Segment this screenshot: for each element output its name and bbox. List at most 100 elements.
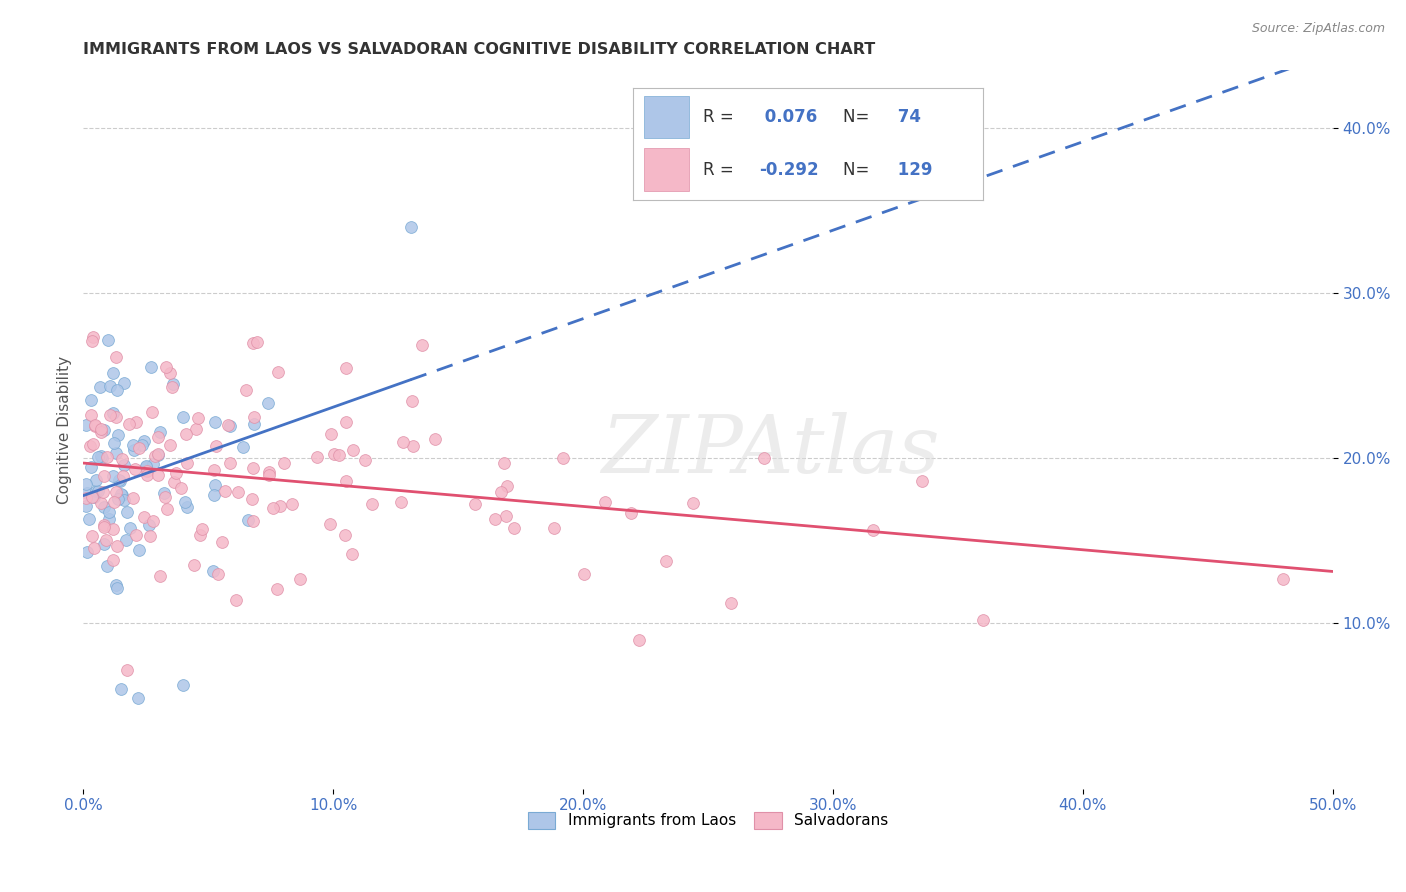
Point <box>246 334 269 349</box>
Point <box>328 448 350 462</box>
Point <box>125 528 148 542</box>
Point <box>135 464 157 478</box>
Point <box>86 483 108 498</box>
Point <box>112 376 135 390</box>
Point <box>399 220 422 235</box>
Point <box>159 366 181 380</box>
Point <box>146 447 169 461</box>
Point <box>138 529 160 543</box>
Point <box>202 488 225 502</box>
Point <box>104 485 127 500</box>
Point <box>207 567 229 582</box>
Point <box>108 473 131 487</box>
Point <box>103 406 125 420</box>
Point <box>183 558 205 573</box>
Point <box>101 366 124 380</box>
Point <box>93 537 115 551</box>
Point <box>75 477 97 491</box>
Point <box>142 457 165 471</box>
Point <box>122 442 145 457</box>
Point <box>80 408 103 422</box>
Point <box>155 360 177 375</box>
Point <box>112 468 135 483</box>
Point <box>318 516 340 531</box>
Point <box>319 426 342 441</box>
Point <box>354 453 377 467</box>
Point <box>484 512 506 526</box>
Point <box>235 383 257 397</box>
Point <box>76 544 98 558</box>
Point <box>267 365 290 379</box>
Point <box>91 484 114 499</box>
Point <box>620 506 643 520</box>
Point <box>165 467 187 481</box>
Point <box>972 613 994 627</box>
Point <box>391 495 413 509</box>
Point <box>105 539 128 553</box>
Point <box>143 449 166 463</box>
Point <box>118 521 141 535</box>
Point <box>543 521 565 535</box>
Point <box>205 439 228 453</box>
Point <box>214 484 236 499</box>
Point <box>77 512 100 526</box>
Point <box>125 416 148 430</box>
Point <box>720 596 742 610</box>
Point <box>93 517 115 532</box>
Point <box>117 417 139 432</box>
Point <box>752 451 775 466</box>
Point <box>136 467 159 482</box>
Point <box>90 449 112 463</box>
Point <box>89 380 111 394</box>
Point <box>262 500 284 515</box>
Point <box>170 481 193 495</box>
Point <box>503 521 526 535</box>
Point <box>174 426 197 441</box>
Point <box>97 505 120 519</box>
Point <box>112 458 135 472</box>
Point <box>211 534 233 549</box>
Text: Source: ZipAtlas.com: Source: ZipAtlas.com <box>1251 22 1385 36</box>
Point <box>226 485 249 500</box>
Point <box>149 569 172 583</box>
Point <box>127 690 149 705</box>
Point <box>96 558 118 573</box>
Point <box>84 419 107 434</box>
Point <box>146 448 169 462</box>
Point <box>138 518 160 533</box>
Point <box>105 578 128 592</box>
Point <box>655 554 678 568</box>
Point <box>335 360 357 375</box>
Point <box>204 478 226 492</box>
Point <box>132 434 155 448</box>
Point <box>105 351 128 365</box>
Point <box>173 495 195 509</box>
Point <box>128 442 150 456</box>
Point <box>335 415 357 429</box>
Point <box>146 467 169 482</box>
Point <box>101 522 124 536</box>
Point <box>80 529 103 543</box>
Text: IMMIGRANTS FROM LAOS VS SALVADORAN COGNITIVE DISABILITY CORRELATION CHART: IMMIGRANTS FROM LAOS VS SALVADORAN COGNI… <box>83 42 876 57</box>
Point <box>107 582 129 596</box>
Point <box>423 432 446 446</box>
Point <box>162 379 184 393</box>
Point <box>156 502 179 516</box>
Point <box>103 495 125 509</box>
Point <box>411 337 433 351</box>
Point <box>135 458 157 473</box>
Point <box>84 473 107 487</box>
Point <box>176 500 198 515</box>
Point <box>242 461 264 475</box>
Point <box>219 456 242 470</box>
Point <box>273 456 295 470</box>
Point <box>110 486 132 500</box>
Point <box>122 491 145 506</box>
Point <box>110 474 132 488</box>
Point <box>103 435 125 450</box>
Point <box>682 496 704 510</box>
Point <box>256 396 278 410</box>
Point <box>80 459 103 474</box>
Point <box>342 442 364 457</box>
Point <box>176 456 198 470</box>
